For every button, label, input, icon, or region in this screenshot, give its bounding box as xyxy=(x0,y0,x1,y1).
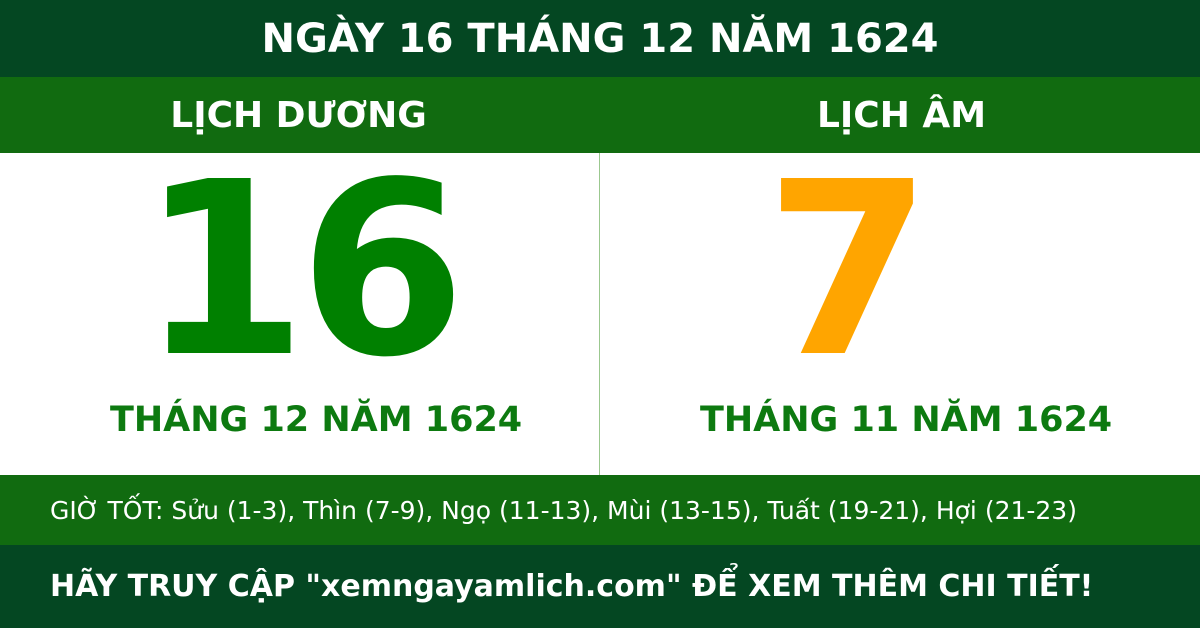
good-hours: GIỜ TỐT: Sửu (1-3), Thìn (7-9), Ngọ (11-… xyxy=(0,475,1200,545)
lunar-month-year: THÁNG 11 NĂM 1624 xyxy=(700,400,1113,440)
footer-cta: HÃY TRUY CẬP "xemngayamlich.com" ĐỂ XEM … xyxy=(0,545,1200,628)
column-divider xyxy=(599,153,600,475)
calendar-headers: LỊCH DƯƠNG LỊCH ÂM xyxy=(0,77,1200,153)
page-title: NGÀY 16 THÁNG 12 NĂM 1624 xyxy=(0,0,1200,77)
solar-day: 16 xyxy=(140,130,466,410)
lunar-day: 7 xyxy=(765,130,932,410)
solar-calendar-label: LỊCH DƯƠNG xyxy=(170,94,427,136)
calendar-body xyxy=(0,153,1200,475)
solar-month-year: THÁNG 12 NĂM 1624 xyxy=(110,400,523,440)
lunar-calendar-label: LỊCH ÂM xyxy=(816,94,987,136)
